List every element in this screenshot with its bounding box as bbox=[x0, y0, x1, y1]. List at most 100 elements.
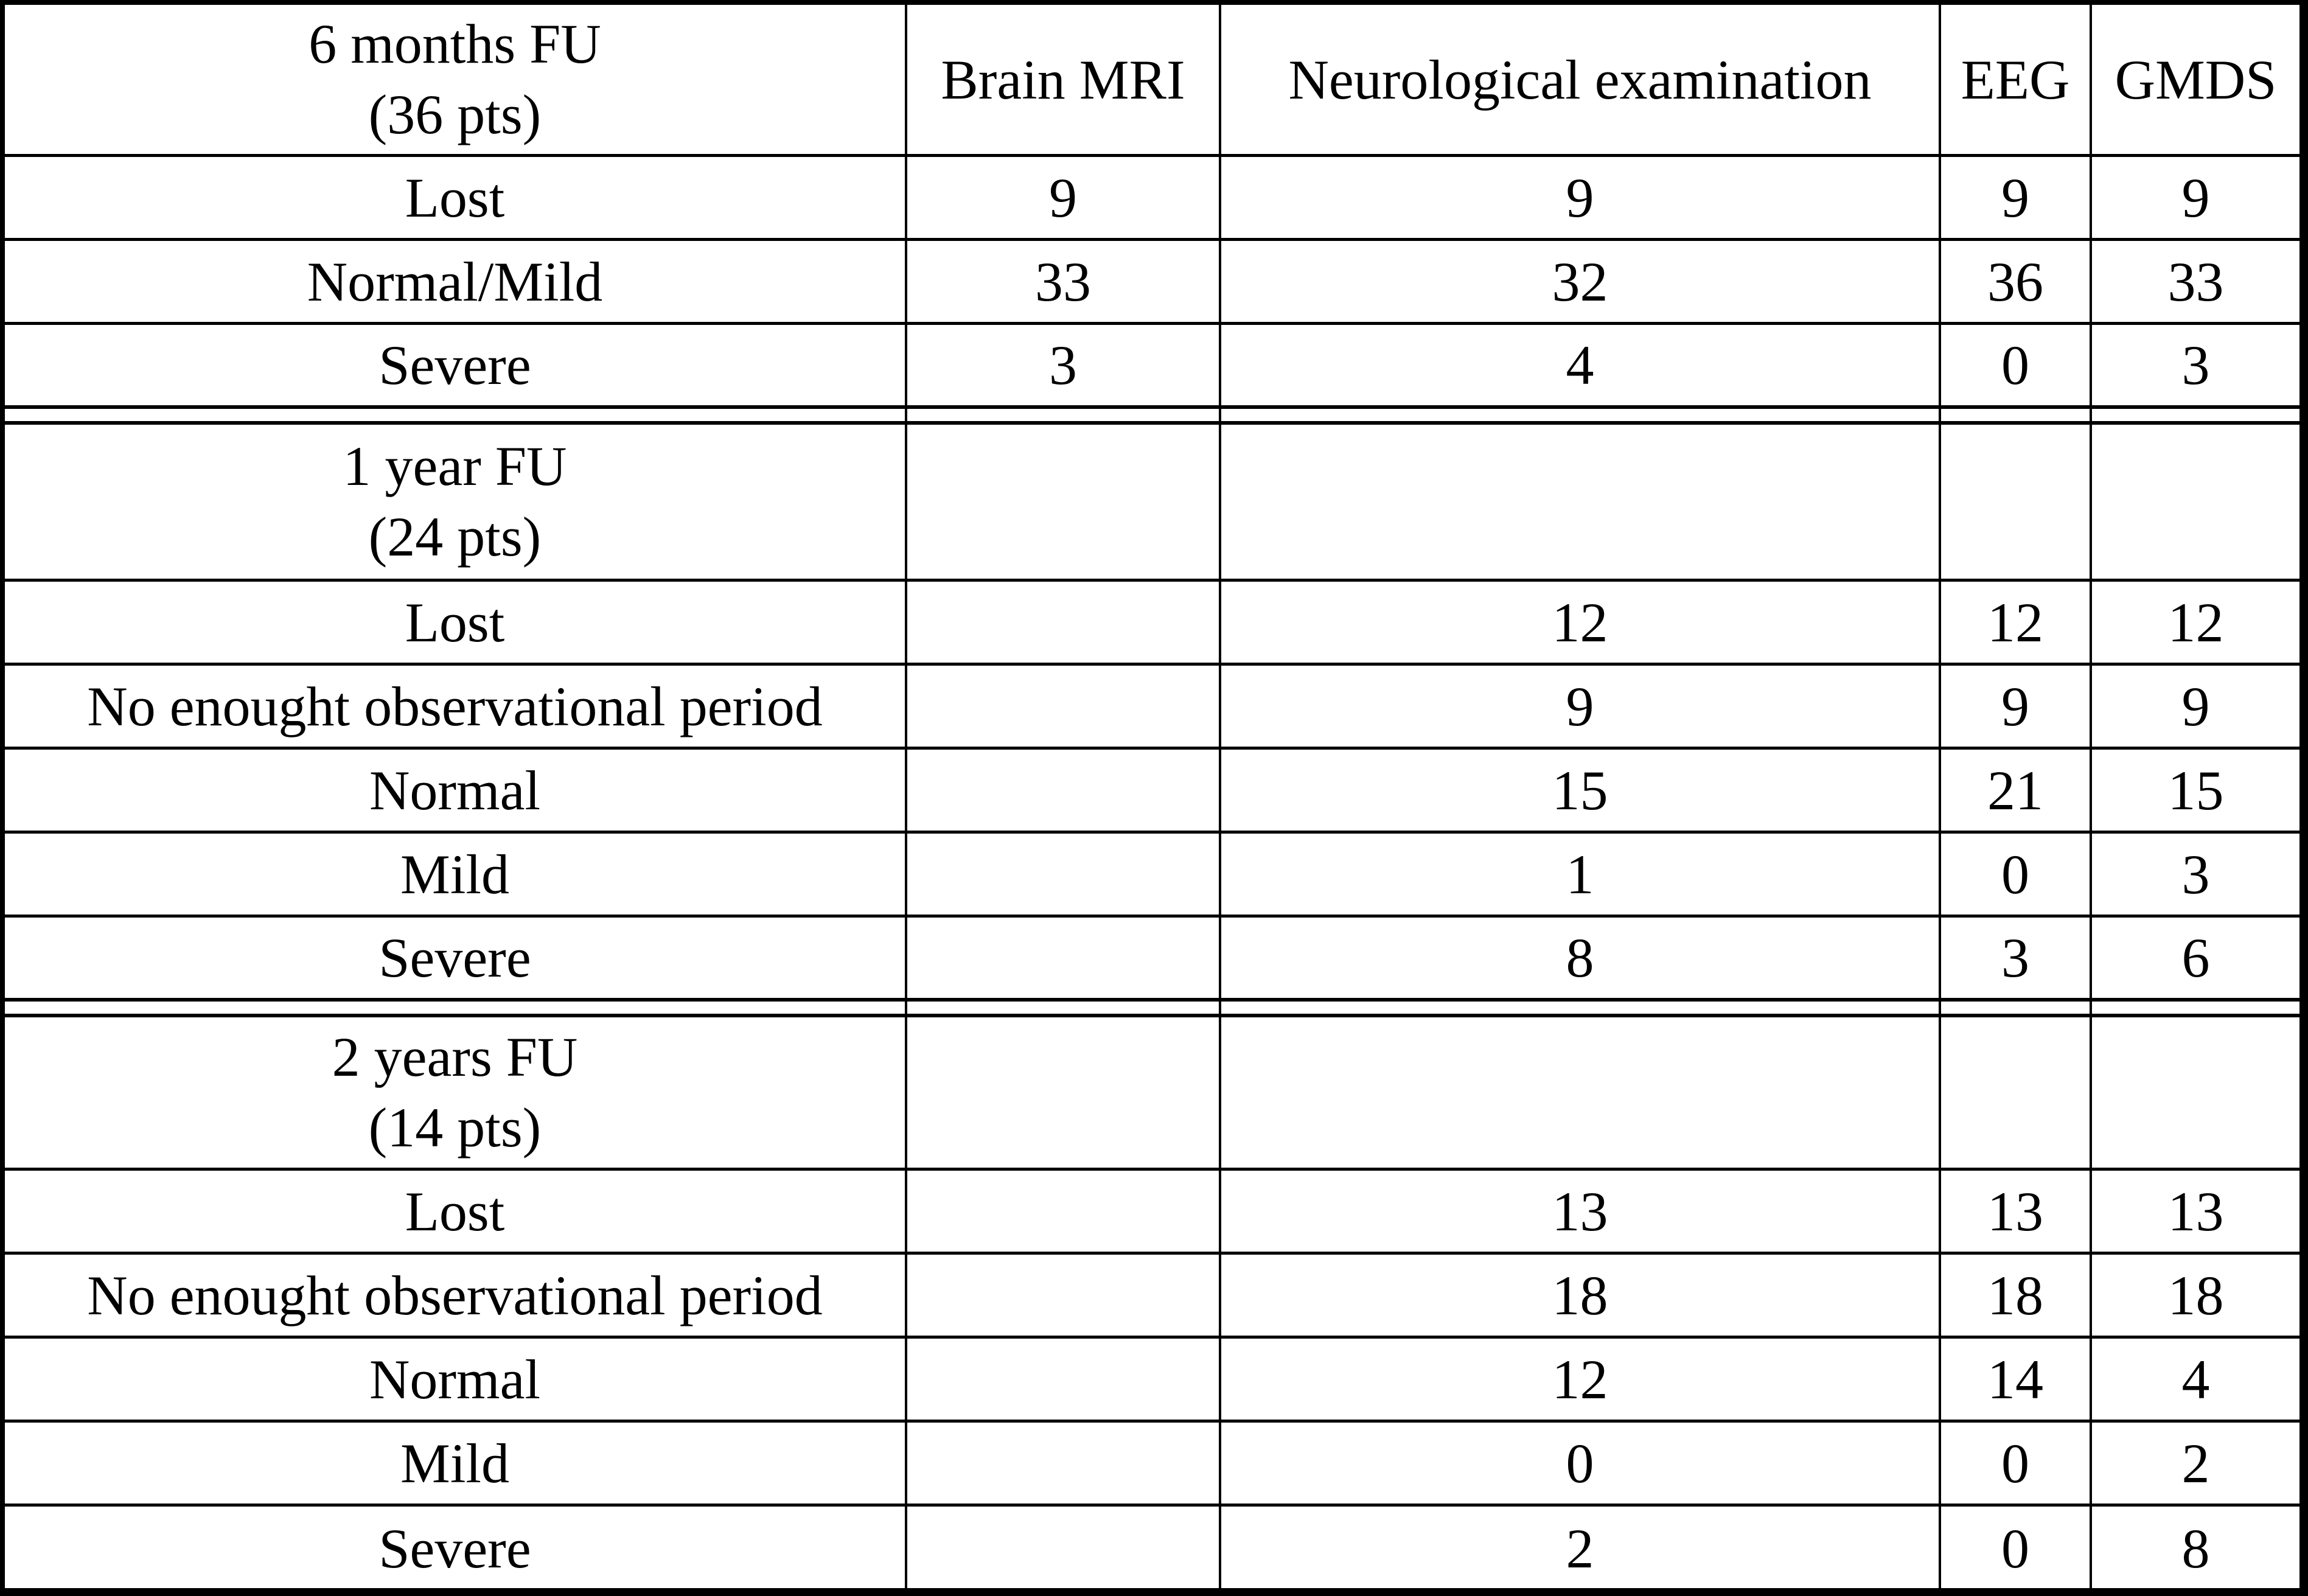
row-label-cell: Lost bbox=[5, 157, 907, 241]
separator-cell bbox=[1221, 1002, 1941, 1017]
separator-cell bbox=[907, 1002, 1221, 1017]
separator-cell bbox=[5, 1002, 907, 1017]
empty-cell bbox=[2092, 1017, 2299, 1171]
row-label-cell: Normal bbox=[5, 750, 907, 834]
empty-cell bbox=[2092, 425, 2299, 582]
separator-cell bbox=[1941, 409, 2092, 425]
section-title-row: 2 years FU (14 pts) bbox=[5, 1017, 2299, 1171]
value-cell-brain-mri bbox=[907, 750, 1221, 834]
value-cell-neuro-exam: 13 bbox=[1221, 1171, 1941, 1255]
empty-cell bbox=[1941, 1017, 2092, 1171]
value-cell-neuro-exam: 9 bbox=[1221, 157, 1941, 241]
value-cell-eeg: 18 bbox=[1941, 1255, 2092, 1339]
value-cell-eeg: 0 bbox=[1941, 325, 2092, 409]
row-label-cell: Severe bbox=[5, 918, 907, 1002]
period-title-line1: 6 months FU bbox=[309, 12, 601, 75]
data-row: Severe 3 4 0 3 bbox=[5, 325, 2299, 409]
value-cell-eeg: 12 bbox=[1941, 582, 2092, 666]
column-header-gmds: GMDS bbox=[2092, 5, 2299, 157]
value-cell-neuro-exam: 4 bbox=[1221, 325, 1941, 409]
value-cell-gmds: 12 bbox=[2092, 582, 2299, 666]
data-row: Normal 12 14 4 bbox=[5, 1339, 2299, 1423]
value-cell-brain-mri bbox=[907, 1423, 1221, 1507]
value-cell-brain-mri bbox=[907, 582, 1221, 666]
value-cell-brain-mri: 9 bbox=[907, 157, 1221, 241]
data-row: Mild 0 0 2 bbox=[5, 1423, 2299, 1507]
value-cell-neuro-exam: 9 bbox=[1221, 666, 1941, 750]
value-cell-gmds: 13 bbox=[2092, 1171, 2299, 1255]
section-title-line2: (24 pts) bbox=[368, 505, 542, 568]
column-header-brain-mri: Brain MRI bbox=[907, 5, 1221, 157]
value-cell-gmds: 9 bbox=[2092, 157, 2299, 241]
row-label-cell: Mild bbox=[5, 1423, 907, 1507]
section-separator-row bbox=[5, 1002, 2299, 1017]
header-row: 6 months FU (36 pts) Brain MRI Neurological… bbox=[5, 5, 2299, 157]
value-cell-brain-mri bbox=[907, 1171, 1221, 1255]
value-cell-brain-mri bbox=[907, 666, 1221, 750]
value-cell-gmds: 15 bbox=[2092, 750, 2299, 834]
value-cell-brain-mri bbox=[907, 834, 1221, 918]
value-cell-gmds: 33 bbox=[2092, 241, 2299, 325]
value-cell-eeg: 9 bbox=[1941, 666, 2092, 750]
separator-cell bbox=[1941, 1002, 2092, 1017]
value-cell-gmds: 8 bbox=[2181, 1518, 2210, 1580]
row-label-cell: Mild bbox=[5, 834, 907, 918]
value-cell-eeg: 13 bbox=[1941, 1171, 2092, 1255]
data-row: Mild 1 0 3 bbox=[5, 834, 2299, 918]
value-cell-gmds: 4 bbox=[2092, 1339, 2299, 1423]
value-cell-eeg: 0 bbox=[1941, 1423, 2092, 1507]
data-row: No enought observational period 9 9 9 bbox=[5, 666, 2299, 750]
section-title-cell: 1 year FU (24 pts) bbox=[5, 425, 907, 582]
value-cell-gmds: 9 bbox=[2092, 666, 2299, 750]
separator-cell bbox=[2092, 409, 2299, 425]
value-cell-brain-mri: 33 bbox=[907, 241, 1221, 325]
table-period-header-cell: 6 months FU (36 pts) bbox=[5, 5, 907, 157]
data-row: Severe 2 0 8 bbox=[5, 1507, 2299, 1591]
empty-cell bbox=[907, 425, 1221, 582]
row-label-cell: Severe bbox=[5, 325, 907, 409]
data-row: Severe 8 3 6 bbox=[5, 918, 2299, 1002]
value-cell-neuro-exam: 8 bbox=[1221, 918, 1941, 1002]
value-cell-eeg: 9 bbox=[1941, 157, 2092, 241]
row-label-cell: No enought observational period bbox=[5, 666, 907, 750]
data-row: Lost 9 9 9 9 bbox=[5, 157, 2299, 241]
empty-cell bbox=[1221, 1017, 1941, 1171]
value-cell-eeg: 14 bbox=[1941, 1339, 2092, 1423]
value-cell-neuro-exam: 18 bbox=[1221, 1255, 1941, 1339]
value-cell-eeg: 0 bbox=[1941, 834, 2092, 918]
value-cell-brain-mri: 3 bbox=[907, 325, 1221, 409]
section-title-line1: 2 years FU bbox=[332, 1025, 578, 1088]
value-cell-neuro-exam: 0 bbox=[1221, 1423, 1941, 1507]
period-title-line2: (36 pts) bbox=[368, 83, 542, 145]
separator-cell bbox=[2092, 1002, 2299, 1017]
row-label-cell: Severe bbox=[5, 1507, 907, 1591]
section-separator-row bbox=[5, 409, 2299, 425]
section-title-line1: 1 year FU bbox=[343, 434, 567, 497]
section-title-row: 1 year FU (24 pts) bbox=[5, 425, 2299, 582]
data-row: No enought observational period 18 18 18 bbox=[5, 1255, 2299, 1339]
row-label-cell: Lost bbox=[5, 582, 907, 666]
data-row: Normal/Mild 33 32 36 33 bbox=[5, 241, 2299, 325]
empty-cell bbox=[907, 1017, 1221, 1171]
follow-up-outcomes-table: 6 months FU (36 pts) Brain MRI Neurological… bbox=[5, 5, 2299, 1591]
value-cell-neuro-exam: 1 bbox=[1221, 834, 1941, 918]
data-row: Normal 15 21 15 bbox=[5, 750, 2299, 834]
value-cell-eeg: 36 bbox=[1941, 241, 2092, 325]
section-title-cell: 2 years FU (14 pts) bbox=[5, 1017, 907, 1171]
data-row: Lost 12 12 12 bbox=[5, 582, 2299, 666]
value-cell-brain-mri bbox=[907, 918, 1221, 1002]
value-cell-brain-mri bbox=[907, 1507, 1221, 1591]
empty-cell bbox=[1941, 425, 2092, 582]
section-title-line2: (14 pts) bbox=[368, 1096, 542, 1159]
value-cell-eeg: 3 bbox=[1941, 918, 2092, 1002]
row-label-cell: No enought observational period bbox=[5, 1255, 907, 1339]
value-cell-neuro-exam: 15 bbox=[1221, 750, 1941, 834]
value-cell-brain-mri bbox=[907, 1339, 1221, 1423]
row-label-cell: Normal bbox=[5, 1339, 907, 1423]
value-cell-gmds: 2 bbox=[2092, 1423, 2299, 1507]
value-cell-neuro-exam: 2 bbox=[1221, 1507, 1941, 1591]
value-cell-gmds: 3 bbox=[2092, 834, 2299, 918]
data-row: Lost 13 13 13 bbox=[5, 1171, 2299, 1255]
